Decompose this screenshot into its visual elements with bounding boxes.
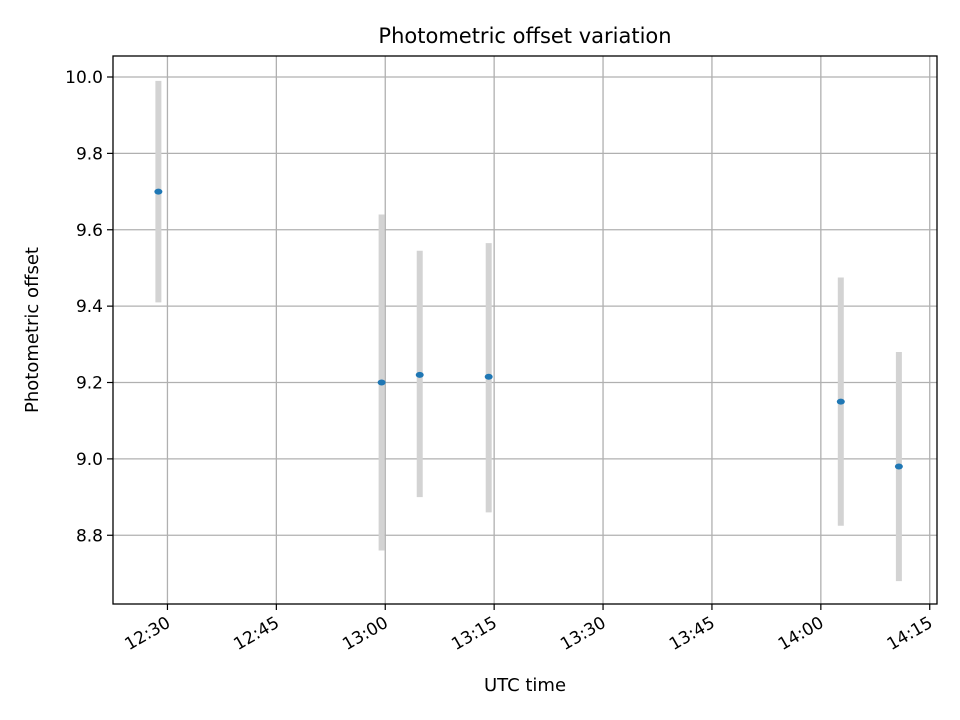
y-tick-label: 9.2 [76,374,103,394]
plot-frame [112,55,938,605]
y-axis-label: Photometric offset [22,247,43,413]
data-point [484,373,493,380]
data-point [894,463,903,470]
y-tick-label: 9.6 [76,221,103,241]
y-tick-label: 9.4 [76,297,103,317]
y-tick-label: 10.0 [65,68,103,88]
data-point [415,371,424,378]
chart-title: Photometric offset variation [378,24,671,48]
data-point [377,379,386,386]
grid [113,56,937,604]
y-tick-label: 9.8 [76,144,103,164]
x-axis-label: UTC time [484,675,566,696]
data-point [154,188,163,195]
data-point [836,398,845,405]
y-axis: 8.8 9.0 9.2 9.4 9.6 9.8 10.0 [65,68,113,546]
data-points [154,188,903,470]
y-tick-label: 8.8 [76,526,103,546]
y-tick-label: 9.0 [76,450,103,470]
